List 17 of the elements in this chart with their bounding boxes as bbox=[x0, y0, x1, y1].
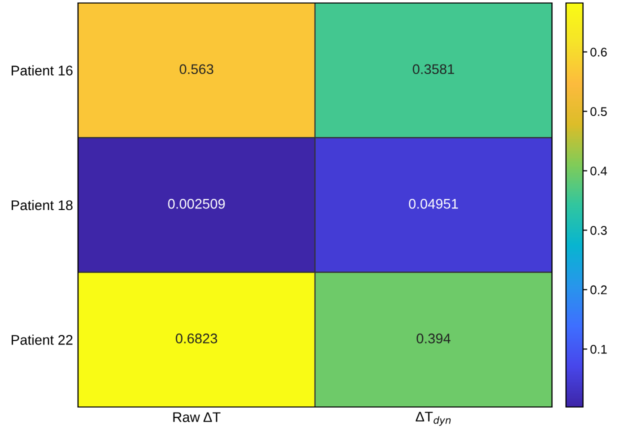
color-bar-label: 0.4 bbox=[590, 166, 607, 176]
color-bar-label: 0.1 bbox=[590, 344, 607, 354]
color-bar-label: 0.6 bbox=[590, 48, 607, 57]
color-bar-label: 0.5 bbox=[590, 107, 607, 116]
x-tick-label: Raw ΔT bbox=[173, 412, 221, 422]
y-tick-label: Patient 16 bbox=[12, 65, 73, 76]
data-label: 0.563 bbox=[180, 64, 214, 74]
color-bar-label: 0.3 bbox=[590, 226, 607, 235]
data-label: 0.3581 bbox=[412, 64, 454, 74]
data-label: 0.394 bbox=[416, 334, 450, 344]
data-label: 0.6823 bbox=[176, 334, 218, 344]
x-tick-label: ΔT$_{dyn}$ bbox=[416, 412, 451, 426]
color-bar-label: 0.2 bbox=[590, 285, 607, 294]
y-tick-label: Patient 22 bbox=[12, 334, 72, 345]
data-label: 0.04951 bbox=[408, 198, 458, 209]
y-tick-label: Patient 18 bbox=[12, 200, 73, 210]
data-label: 0.002509 bbox=[168, 198, 225, 209]
